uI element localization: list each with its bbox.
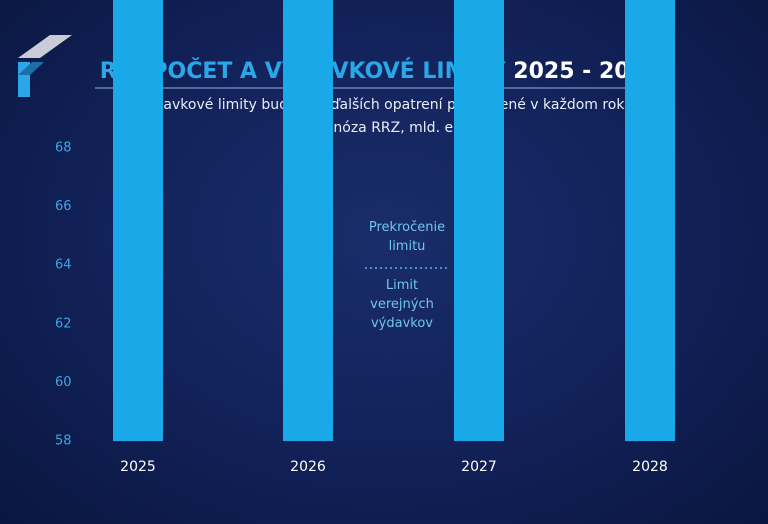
bar-segment — [283, 0, 333, 441]
subtitle: Výdavkové limity budú bez ďalších opatre… — [137, 97, 633, 113]
bar-segment — [454, 0, 504, 441]
y-tick-label: 68 — [55, 141, 72, 156]
y-tick-label: 60 — [55, 375, 72, 390]
x-tick-label: 2027 — [461, 459, 497, 475]
x-tick-label: 2025 — [120, 459, 156, 475]
subtitle: (Prognóza RRZ, mld. eur) — [297, 120, 473, 136]
legend-label: Limit verejných výdavkov — [370, 278, 434, 331]
logo — [18, 35, 72, 97]
bar-segment — [625, 0, 675, 441]
y-tick-label: 66 — [55, 199, 72, 214]
chart-title: ROZPOČET A VÝDAVKOVÉ LIMITY 2025 - 2028 — [100, 58, 660, 84]
legend-label: Prekročenie limitu — [368, 220, 446, 254]
x-tick-label: 2028 — [632, 459, 668, 475]
y-tick-label: 58 — [55, 434, 72, 449]
y-tick-label: 64 — [55, 258, 72, 273]
bar-segment — [113, 0, 163, 441]
y-tick-label: 62 — [55, 316, 72, 331]
x-tick-label: 2026 — [290, 459, 326, 475]
